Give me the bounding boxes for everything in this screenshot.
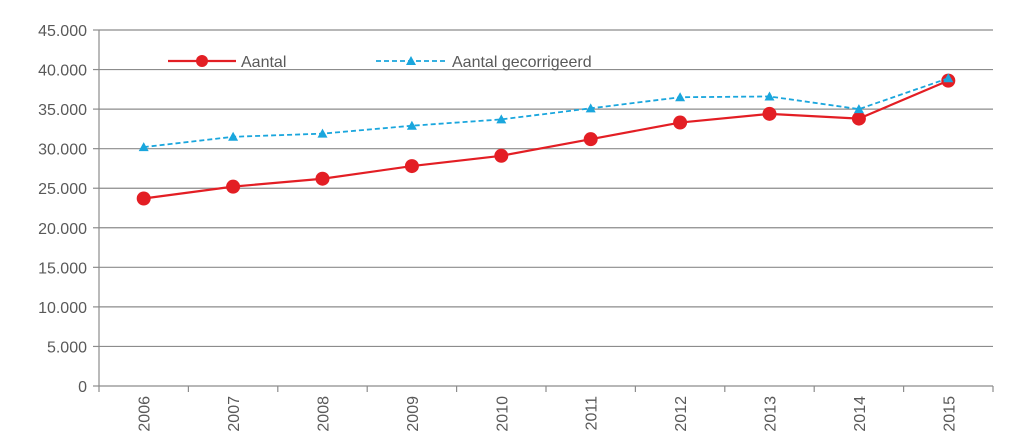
data-point-aantal-gecorrigeerd [585, 103, 596, 113]
data-point-aantal-gecorrigeerd [764, 91, 775, 101]
series-line-aantal [143, 79, 949, 200]
x-tick-label: 2014 [852, 396, 869, 432]
legend-label-aantal: Aantal [241, 54, 286, 71]
y-tick-label: 20.000 [38, 221, 87, 238]
x-tick-label: 2013 [763, 396, 780, 432]
series-lines [136, 73, 956, 206]
x-tick-label: 2015 [941, 396, 958, 432]
data-point-aantal [673, 115, 688, 130]
gridlines [99, 29, 993, 348]
y-tick-label: 15.000 [38, 260, 87, 277]
y-tick-label: 35.000 [38, 102, 87, 119]
data-point-aantal [851, 111, 866, 126]
legend-marker-aantal [196, 55, 208, 67]
data-point-aantal-gecorrigeerd [853, 104, 864, 114]
x-tick-label: 2009 [405, 396, 422, 432]
data-point-aantal [315, 171, 330, 186]
legend: Aantal Aantal gecorrigeerd [168, 54, 592, 71]
data-point-aantal [494, 148, 509, 163]
data-point-aantal [404, 159, 419, 174]
data-point-aantal-gecorrigeerd [138, 142, 149, 152]
data-point-aantal-gecorrigeerd [406, 120, 417, 130]
x-tick-label: 2006 [137, 396, 154, 432]
y-tick-labels: 0 5.000 10.000 15.000 20.000 25.000 30.000 35.0… [38, 23, 87, 396]
x-tick-label: 2012 [673, 396, 690, 432]
x-tick-label: 2011 [584, 396, 601, 431]
y-tick-label: 5.000 [47, 339, 87, 356]
legend-marker-aantal-gecorrigeerd [406, 56, 416, 65]
y-tick-label: 30.000 [38, 142, 87, 159]
axes [93, 29, 994, 392]
x-tick-label: 2008 [316, 396, 333, 432]
data-point-aantal [136, 191, 151, 206]
data-point-aantal-gecorrigeerd [943, 73, 954, 83]
legend-label-aantal-gecorrigeerd: Aantal gecorrigeerd [452, 54, 592, 71]
x-tick-labels: 2006 2007 2008 2009 2010 2011 2012 2013 2014 2015 [137, 396, 959, 432]
y-tick-label: 0 [78, 379, 87, 396]
y-tick-label: 10.000 [38, 300, 87, 317]
data-point-aantal-gecorrigeerd [228, 131, 239, 141]
data-point-aantal [762, 106, 777, 121]
data-point-aantal [583, 132, 598, 147]
series-line-aantal-gecorrigeerd [143, 77, 949, 148]
data-point-aantal [226, 179, 241, 194]
data-point-aantal-gecorrigeerd [675, 92, 686, 102]
y-tick-label: 45.000 [38, 23, 87, 40]
y-tick-label: 40.000 [38, 63, 87, 80]
data-point-aantal-gecorrigeerd [317, 128, 328, 138]
x-tick-label: 2010 [494, 396, 511, 432]
data-point-aantal-gecorrigeerd [496, 114, 507, 124]
y-tick-label: 25.000 [38, 181, 87, 198]
x-tick-label: 2007 [226, 396, 243, 432]
